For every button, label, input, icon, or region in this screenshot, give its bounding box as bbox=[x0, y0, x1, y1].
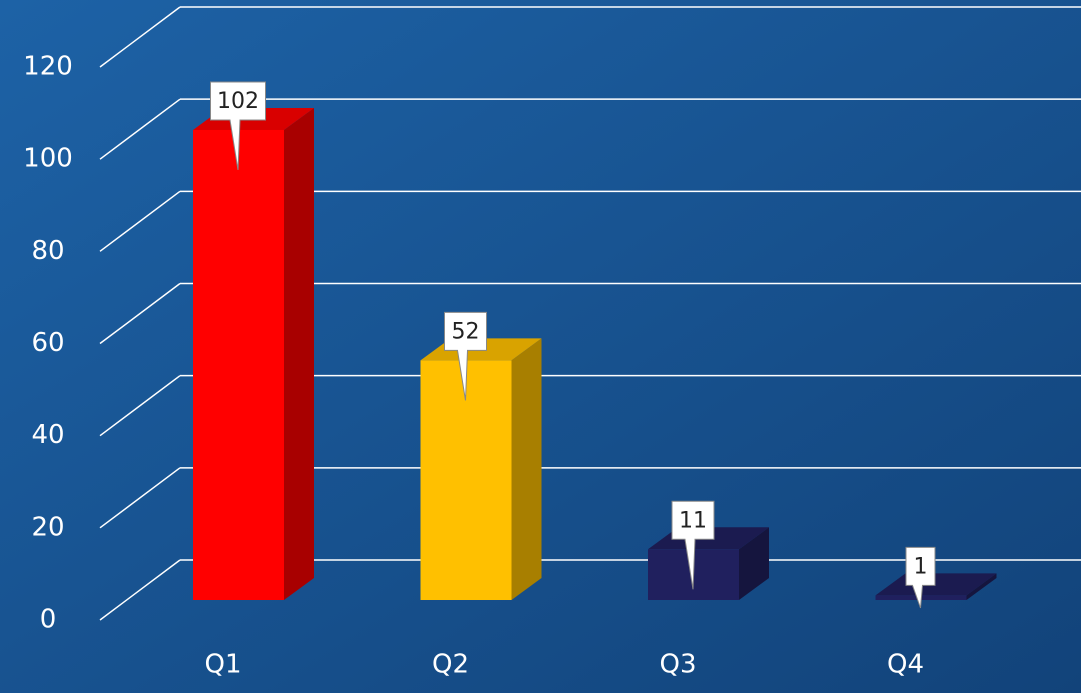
x-tick-label: Q4 bbox=[887, 650, 924, 680]
grid-line bbox=[99, 282, 181, 345]
data-label: 52 bbox=[452, 319, 480, 344]
y-tick-label: 20 bbox=[31, 512, 64, 542]
y-tick-label: 120 bbox=[23, 52, 73, 82]
bar-side bbox=[966, 573, 997, 600]
grid-line bbox=[99, 98, 181, 160]
bar bbox=[193, 129, 284, 600]
y-tick-label: 80 bbox=[31, 236, 64, 266]
y-tick-label: 60 bbox=[31, 328, 64, 358]
data-label: 11 bbox=[679, 508, 707, 533]
x-tick-label: Q1 bbox=[204, 650, 241, 680]
bar-side bbox=[739, 527, 769, 600]
bar-side bbox=[284, 107, 314, 600]
grid-line bbox=[99, 467, 181, 529]
data-label: 102 bbox=[217, 89, 259, 114]
data-label-box bbox=[210, 81, 266, 171]
grid-line bbox=[99, 6, 181, 68]
grid-line bbox=[99, 190, 181, 252]
grid-line bbox=[99, 559, 181, 621]
data-label: 1 bbox=[914, 554, 928, 579]
data-label-box bbox=[671, 500, 715, 590]
grid-line bbox=[99, 375, 181, 437]
x-tick-label: Q2 bbox=[432, 650, 469, 680]
y-tick-label: 40 bbox=[31, 420, 64, 450]
data-label-box bbox=[444, 311, 487, 401]
x-tick-label: Q3 bbox=[659, 650, 696, 680]
y-tick-label: 0 bbox=[40, 605, 57, 635]
data-label-box bbox=[905, 546, 936, 609]
y-tick-label: 100 bbox=[23, 144, 73, 174]
bar-side bbox=[511, 338, 542, 600]
